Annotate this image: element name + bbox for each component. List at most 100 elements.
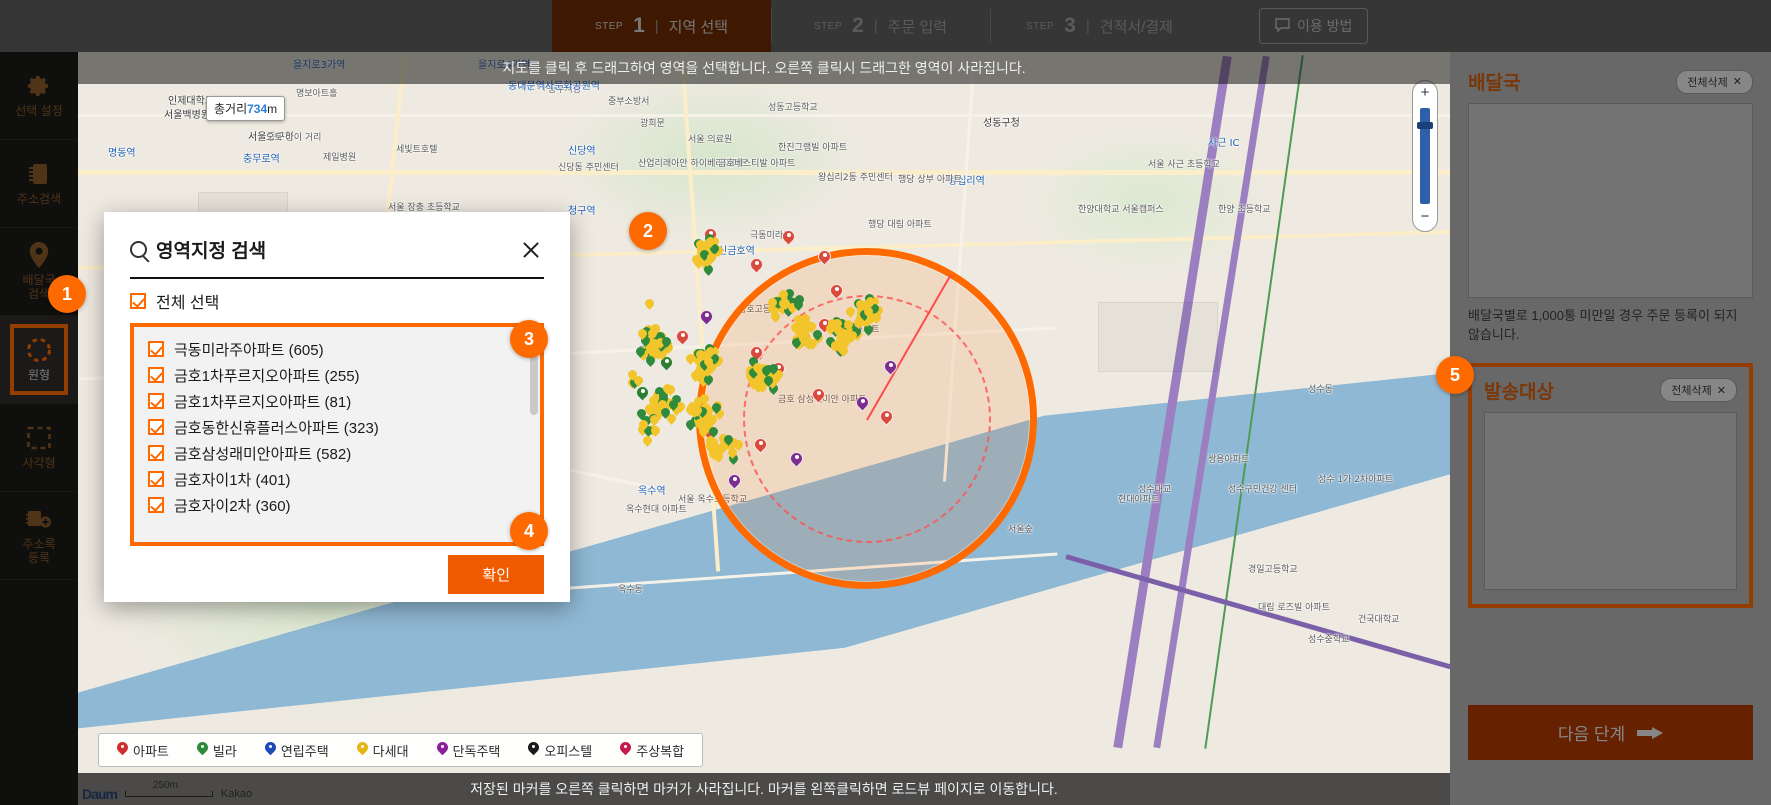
map-building-marker[interactable] [704,234,718,250]
step-tabs[interactable]: STEP 1 | 지역 선택 STEP 2 | 주문 입력 STEP 3 | 견적서/결제 [552,0,1209,52]
sidebar-item-주소록[interactable]: 주소록 등록 [0,492,78,580]
apartment-list-scroll[interactable]: 극동미라주아파트 (605) 금호1차푸르지오아파트 (255) 금호1차푸르지오아… [134,327,540,542]
map-pin[interactable] [697,307,716,329]
list-item-checkbox[interactable] [148,341,164,357]
map-pin[interactable] [747,343,766,365]
map-building-marker[interactable] [762,374,775,389]
delivery-list-box[interactable] [1468,103,1753,298]
list-item-checkbox[interactable] [148,367,164,383]
next-step-button[interactable]: 다음 단계 [1468,705,1753,760]
map-pin[interactable] [815,315,834,337]
list-item[interactable]: 금호자이2차 (360) [148,492,540,518]
map-building-marker[interactable] [870,311,884,326]
map-pin[interactable] [877,407,896,429]
map-building-marker[interactable] [694,416,708,431]
delivery-clear-all-button[interactable]: 전체삭제 ✕ [1676,69,1753,94]
map-building-marker[interactable] [746,377,760,392]
map-building-marker[interactable] [791,297,805,313]
map-pin[interactable] [853,393,872,415]
map-building-marker[interactable] [732,437,746,453]
list-item[interactable]: 금호1차푸르지오아파트 (81) [148,388,540,414]
list-item[interactable]: 금호자이1차 (401) [148,466,540,492]
list-item-checkbox[interactable] [148,471,164,487]
apartment-list[interactable]: 극동미라주아파트 (605) 금호1차푸르지오아파트 (255) 금호1차푸르지오아… [130,323,544,546]
map-building-marker[interactable] [647,413,661,428]
step-tab-3[interactable]: STEP 3 | 견적서/결제 [990,0,1209,52]
list-item-checkbox[interactable] [148,393,164,409]
map-pin[interactable] [779,227,798,249]
map-building-marker[interactable] [829,339,843,354]
map-pin[interactable] [809,385,828,407]
map-pin[interactable] [881,357,900,379]
housing-type-legend[interactable]: 아파트 빌라 연립주택 다세대 단독주택 오피스텔 주상복합 [98,733,704,767]
list-item-checkbox[interactable] [148,445,164,461]
legend-item-다세대[interactable]: 다세대 [343,739,423,760]
close-icon[interactable] [518,237,544,263]
map-pin[interactable] [725,471,744,493]
map-building-marker[interactable] [643,297,657,312]
sidebar-item-사각형[interactable]: 사각형 [0,404,78,492]
list-item[interactable]: 금호삼성래미안아파트 (582) [148,440,540,466]
step-tab-1[interactable]: STEP 1 | 지역 선택 [552,0,771,52]
map-pin[interactable] [827,281,846,303]
map-pin[interactable] [751,435,770,457]
map-building-marker[interactable] [777,297,791,312]
area-search-modal[interactable]: 영역지정 검색 전체 선택 극동미라주아파트 (605) 금호1차푸르지오아파트 … [104,212,570,602]
map-pin[interactable] [657,353,676,375]
step-tab-2[interactable]: STEP 2 | 주문 입력 [771,0,990,52]
zoom-slider-knob[interactable] [1417,122,1433,129]
map-building-marker[interactable] [709,401,723,416]
sidebar-item-선택-설정[interactable]: 선택 설정 [0,52,78,140]
list-item-checkbox[interactable] [148,497,164,513]
map-pin[interactable] [769,359,788,381]
map-pin[interactable] [633,383,652,405]
map-pin[interactable] [673,327,692,349]
zoom-out-button[interactable]: − [1420,208,1430,225]
howto-button[interactable]: 이용 방법 [1259,8,1369,44]
map-building-marker[interactable] [632,374,645,389]
select-all-checkbox[interactable] [130,293,146,309]
sidebar-item-원형[interactable]: 원형 [0,316,78,404]
list-item[interactable]: 금호1차푸르지오아파트 (255) [148,362,540,388]
list-scrollbar[interactable] [530,355,538,415]
map-building-marker[interactable] [800,321,814,337]
map-pin[interactable] [747,255,766,277]
map-building-marker[interactable] [637,418,651,433]
list-item[interactable]: 금호동한신휴플러스아파트 (323) [148,414,540,440]
sidebar-item-주소검색[interactable]: 주소검색 [0,140,78,228]
zoom-in-button[interactable]: + [1420,84,1430,101]
select-all-row[interactable]: 전체 선택 [130,279,544,323]
send-target-list-box[interactable] [1484,411,1737,590]
map-building-marker[interactable] [660,335,674,350]
map-building-marker[interactable] [766,295,780,311]
legend-item-아파트[interactable]: 아파트 [103,739,183,760]
legend-item-빌라[interactable]: 빌라 [183,739,251,760]
map-building-marker[interactable] [716,441,729,456]
zoom-slider[interactable] [1417,108,1433,204]
map-pin[interactable] [787,449,806,471]
sidebar-item-배달국-검색[interactable]: 배달국 검색 [0,228,78,316]
map-building-marker[interactable] [659,406,673,421]
map-building-marker[interactable] [842,318,856,333]
map-building-marker[interactable] [643,354,657,369]
map-building-marker[interactable] [635,327,649,342]
confirm-button[interactable]: 확인 [448,554,544,594]
map-building-marker[interactable] [841,332,855,348]
map-building-marker[interactable] [705,250,719,266]
map-building-marker[interactable] [646,326,659,342]
map-building-marker[interactable] [702,355,715,370]
map-building-marker[interactable] [634,344,647,360]
map-building-marker[interactable] [844,305,857,320]
map-building-marker[interactable] [830,317,844,332]
map-zoom-control[interactable]: + − [1412,80,1438,232]
legend-item-오피스텔[interactable]: 오피스텔 [514,739,606,760]
list-item-checkbox[interactable] [148,419,164,435]
map-building-marker[interactable] [806,337,820,352]
map-building-marker[interactable] [692,395,705,410]
legend-item-연립주택[interactable]: 연립주택 [251,739,343,760]
legend-item-단독주택[interactable]: 단독주택 [423,739,515,760]
legend-item-주상복합[interactable]: 주상복합 [606,739,698,760]
left-tool-sidebar[interactable]: 선택 설정 주소검색 배달국 검색 원형 사각형 주소록 등록 [0,52,78,805]
map-building-marker[interactable] [706,447,720,462]
map-canvas[interactable]: 을지로3가역을지로4가역중부시장인제대학교서울백병원명보아트홀가구 거리서울중구… [78,52,1450,805]
